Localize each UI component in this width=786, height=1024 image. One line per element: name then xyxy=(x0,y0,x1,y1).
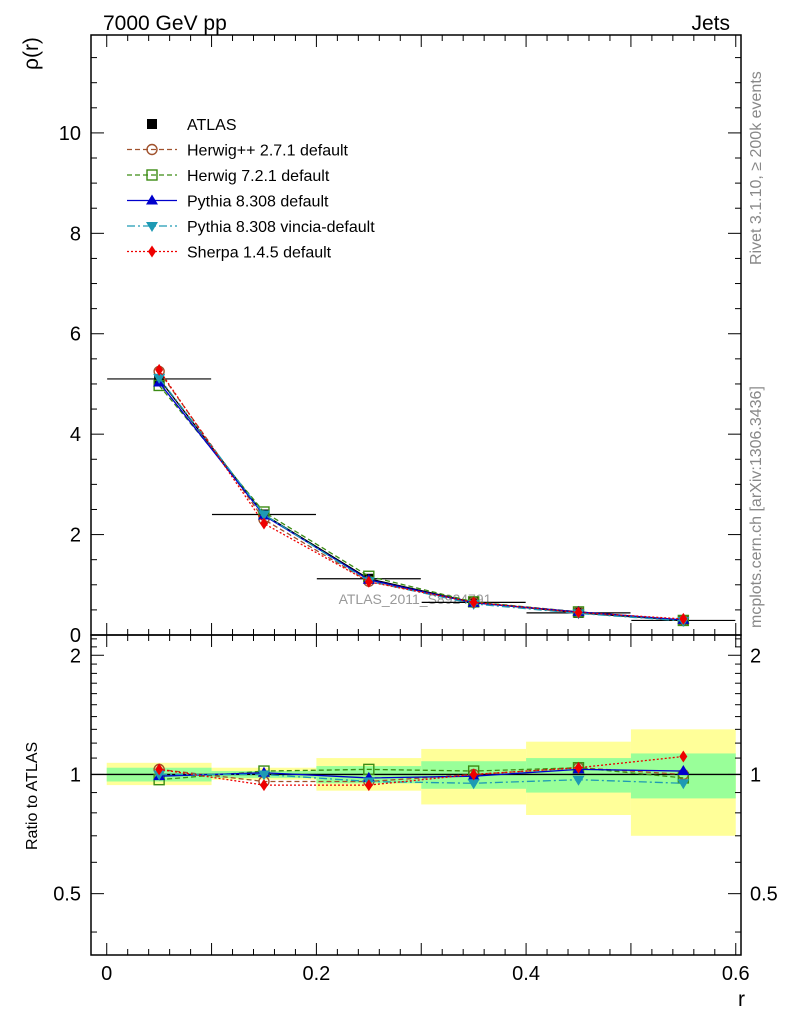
ratio-panel: 0.5 0.5 1 1 2 2 0 0.2 0.4 0.6 xyxy=(53,634,778,985)
legend-marker-sherpa xyxy=(148,245,156,258)
series-line-pythia xyxy=(158,382,684,621)
ratio-point-sherpa xyxy=(679,750,688,763)
ratio-point-sherpa xyxy=(155,763,164,776)
ratio-point-vincia xyxy=(677,779,690,790)
ratio-point-vincia xyxy=(572,775,585,786)
ratio-y-tick-label: 0.5 xyxy=(53,884,81,906)
main-y-tick-label: 2 xyxy=(70,525,81,547)
legend-label-herwig7: Herwig 7.2.1 default xyxy=(187,168,330,185)
ratio-point-vincia xyxy=(153,770,166,781)
ratio-series-vincia xyxy=(153,770,690,790)
series-line-sherpa xyxy=(158,369,684,620)
legend-marker-vincia xyxy=(146,222,158,232)
header-right-title: Jets xyxy=(691,12,730,35)
legend-label-atlas: ATLAS xyxy=(187,117,237,134)
ratio-line-vincia xyxy=(159,773,684,784)
legend: ATLAS Herwig++ 2.7.1 default Herwig 7.2.1 … xyxy=(127,117,375,262)
rivet-label: Rivet 3.1.10, ≥ 200k events xyxy=(748,71,765,265)
main-frame xyxy=(90,34,742,636)
ratio-y-tick-label-right: 1 xyxy=(750,764,761,786)
point-sherpa xyxy=(155,363,164,376)
legend-label-pythia: Pythia 8.308 default xyxy=(187,194,329,211)
main-y-tick-label: 6 xyxy=(70,324,81,346)
ratio-point-sherpa xyxy=(259,779,268,792)
legend-label-vincia: Pythia 8.308 vincia-default xyxy=(187,219,375,236)
main-y-tick-label: 0 xyxy=(70,625,81,647)
ratio-point-vincia xyxy=(257,770,270,781)
header-left-title: 7000 GeV pp xyxy=(103,12,227,35)
legend-label-sherpa: Sherpa 1.4.5 default xyxy=(187,245,332,262)
legend-label-herwigpp: Herwig++ 2.7.1 default xyxy=(187,143,349,160)
point-vincia xyxy=(153,373,166,384)
ratio-point-vincia xyxy=(467,779,480,790)
legend-marker-herwig7 xyxy=(146,169,158,181)
watermark: ATLAS_2011_S8924791 xyxy=(339,591,492,607)
series-pythia xyxy=(153,376,690,624)
ratio-line-sherpa xyxy=(159,755,684,786)
x-tick-label: 0 xyxy=(101,963,112,985)
x-tick-label: 0.6 xyxy=(722,963,750,985)
main-y-tick-label: 8 xyxy=(70,223,81,245)
ratio-y-tick-label-right: 2 xyxy=(750,645,761,667)
point-vincia xyxy=(257,510,270,521)
point-sherpa xyxy=(259,517,268,530)
series-line-herwig7 xyxy=(158,385,684,622)
ratio-y-tick-label-right: 0.5 xyxy=(750,884,778,906)
ratio-y-label: Ratio to ATLAS xyxy=(24,742,41,850)
x-axis-label: r xyxy=(738,988,745,1011)
series-herwig7 xyxy=(153,379,690,627)
legend-marker-herwigpp xyxy=(146,143,158,156)
legend-marker-atlas xyxy=(147,119,157,129)
point-sherpa xyxy=(574,606,583,619)
ratio-point-sherpa xyxy=(364,779,373,792)
ratio-series-sherpa xyxy=(155,750,688,792)
point-sherpa xyxy=(364,575,373,588)
series-atlas xyxy=(107,373,736,626)
point-sherpa xyxy=(469,596,478,609)
ratio-line-pythia xyxy=(159,768,684,779)
legend-marker-pythia xyxy=(146,194,158,205)
point-sherpa xyxy=(679,612,688,625)
ratio-point-pythia xyxy=(677,765,690,776)
series-herwigpp xyxy=(153,365,690,627)
main-y-tick-label: 10 xyxy=(59,123,81,145)
main-y-tick-label: 4 xyxy=(70,424,81,446)
series-vincia xyxy=(153,373,690,627)
series-line-vincia xyxy=(158,377,684,622)
ratio-y-tick-label: 1 xyxy=(70,764,81,786)
main-panel: 0 2 4 6 8 10 xyxy=(59,34,742,647)
ratio-y-tick-label: 2 xyxy=(70,645,81,667)
ratio-point-sherpa xyxy=(469,768,478,781)
main-y-label: ρ(r) xyxy=(20,37,43,70)
ratio-point-sherpa xyxy=(574,761,583,774)
mcplots-label: mcplots.cern.ch [arXiv:1306.3436] xyxy=(748,386,765,628)
x-tick-label: 0.2 xyxy=(302,963,330,985)
series-sherpa xyxy=(155,363,688,625)
series-line-herwigpp xyxy=(158,371,684,622)
x-tick-label: 0.4 xyxy=(512,963,540,985)
series-line-atlas xyxy=(158,378,684,622)
